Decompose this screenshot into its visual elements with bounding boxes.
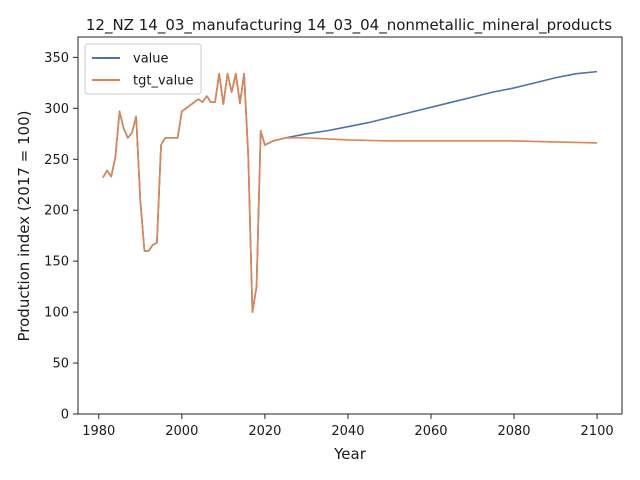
x-tick-label: 2060 xyxy=(414,424,447,439)
y-tick-label: 100 xyxy=(44,306,69,321)
chart-title: 12_NZ 14_03_manufacturing 14_03_04_nonme… xyxy=(86,16,612,35)
plot-frame xyxy=(77,36,623,415)
y-tick-label: 300 xyxy=(44,102,69,117)
x-tick-label: 1980 xyxy=(82,424,115,439)
series-line-tgt-value xyxy=(102,72,598,313)
x-axis-label: Year xyxy=(333,445,367,463)
y-axis-label: Production index (2017 = 100) xyxy=(15,111,33,342)
x-tick-label: 2020 xyxy=(248,424,281,439)
y-tick-label: 200 xyxy=(44,204,69,219)
x-tick-label: 2100 xyxy=(581,424,614,439)
plot-series xyxy=(102,70,598,313)
axis-ticks: 1980 2000 2020 2040 2060 2080 2100 0 50 100 150 200… xyxy=(44,51,613,439)
y-tick-label: 0 xyxy=(61,408,69,423)
y-tick-label: 350 xyxy=(44,51,69,66)
y-tick-label: 250 xyxy=(44,153,69,168)
legend: value tgt_value xyxy=(84,43,202,95)
x-tick-label: 2000 xyxy=(165,424,198,439)
x-tick-label: 2080 xyxy=(497,424,530,439)
legend-label: tgt_value xyxy=(133,74,193,89)
legend-box xyxy=(84,43,202,95)
y-tick-label: 50 xyxy=(52,357,69,372)
x-tick-label: 2040 xyxy=(331,424,364,439)
legend-label: value xyxy=(133,52,169,67)
y-tick-label: 150 xyxy=(44,255,69,270)
